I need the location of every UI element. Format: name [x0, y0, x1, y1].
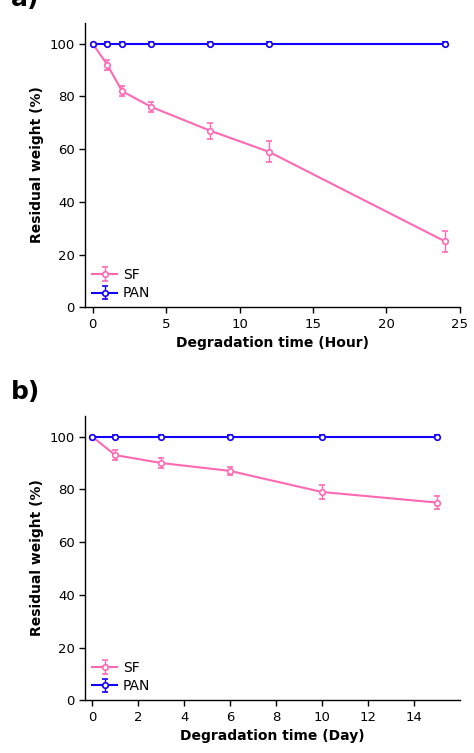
X-axis label: Degradation time (Hour): Degradation time (Hour) [176, 337, 369, 350]
Text: a): a) [10, 0, 39, 11]
Y-axis label: Residual weight (%): Residual weight (%) [30, 87, 44, 243]
Y-axis label: Residual weight (%): Residual weight (%) [30, 480, 44, 636]
Legend: SF, PAN: SF, PAN [92, 268, 150, 300]
X-axis label: Degradation time (Day): Degradation time (Day) [180, 729, 365, 743]
Text: b): b) [10, 380, 40, 404]
Legend: SF, PAN: SF, PAN [92, 661, 150, 694]
